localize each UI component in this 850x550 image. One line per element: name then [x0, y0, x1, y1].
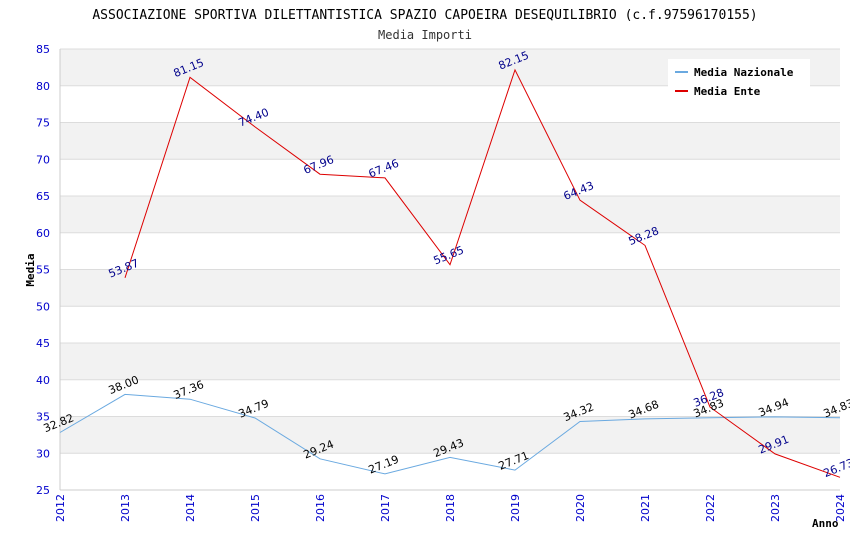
plot-band [60, 453, 840, 490]
y-axis-title: Media [24, 253, 37, 286]
plot-background [59, 48, 840, 491]
x-tick-label: 2023 [769, 494, 782, 522]
chart-title: ASSOCIAZIONE SPORTIVA DILETTANTISTICA SP… [92, 8, 757, 23]
x-axis-title: Anno [812, 517, 839, 530]
plot-band [60, 159, 840, 196]
legend: Media Nazionale Media Ente [668, 59, 810, 101]
series-line-media-nazionale [59, 393, 841, 475]
plot-band [60, 196, 840, 233]
plot-band [60, 343, 840, 380]
y-tick-label: 45 [36, 337, 50, 350]
y-tick-label: 25 [36, 484, 50, 497]
x-tick-label: 2017 [379, 494, 392, 522]
legend-box [668, 59, 810, 101]
y-axis: 25 30 35 40 45 50 55 60 65 70 75 80 85 [36, 43, 50, 497]
series-line-media-ente [124, 68, 841, 478]
x-tick-label: 2022 [704, 494, 717, 522]
x-tick-label: 2021 [639, 494, 652, 522]
y-tick-label: 40 [36, 374, 50, 387]
y-tick-label: 85 [36, 43, 50, 56]
plot-band [60, 306, 840, 343]
x-tick-label: 2018 [444, 494, 457, 522]
y-tick-label: 70 [36, 153, 50, 166]
y-tick-label: 50 [36, 300, 50, 313]
chart-subtitle: Media Importi [378, 28, 472, 42]
y-tick-label: 65 [36, 190, 50, 203]
x-tick-label: 2024 [834, 494, 847, 522]
y-tick-label: 80 [36, 80, 50, 93]
legend-label-media-nazionale: Media Nazionale [694, 66, 794, 79]
x-tick-label: 2014 [184, 494, 197, 522]
x-tick-label: 2016 [314, 494, 327, 522]
y-tick-label: 55 [36, 264, 50, 277]
plot-band [60, 122, 840, 160]
y-tick-label: 75 [36, 117, 50, 130]
x-tick-label: 2020 [574, 494, 587, 522]
y-tick-label: 60 [36, 227, 50, 240]
legend-label-media-ente: Media Ente [694, 85, 761, 98]
plot-band [60, 269, 840, 307]
x-tick-label: 2012 [54, 494, 67, 522]
x-axis: 2012 2013 2014 2015 2016 2017 2018 2019 2020 2021… [54, 494, 847, 522]
y-tick-label: 35 [36, 411, 50, 424]
x-tick-label: 2015 [249, 494, 262, 522]
plot-band [60, 416, 840, 454]
y-tick-label: 30 [36, 447, 50, 460]
x-tick-label: 2013 [119, 494, 132, 522]
x-tick-label: 2019 [509, 494, 522, 522]
plot-band [60, 379, 840, 417]
